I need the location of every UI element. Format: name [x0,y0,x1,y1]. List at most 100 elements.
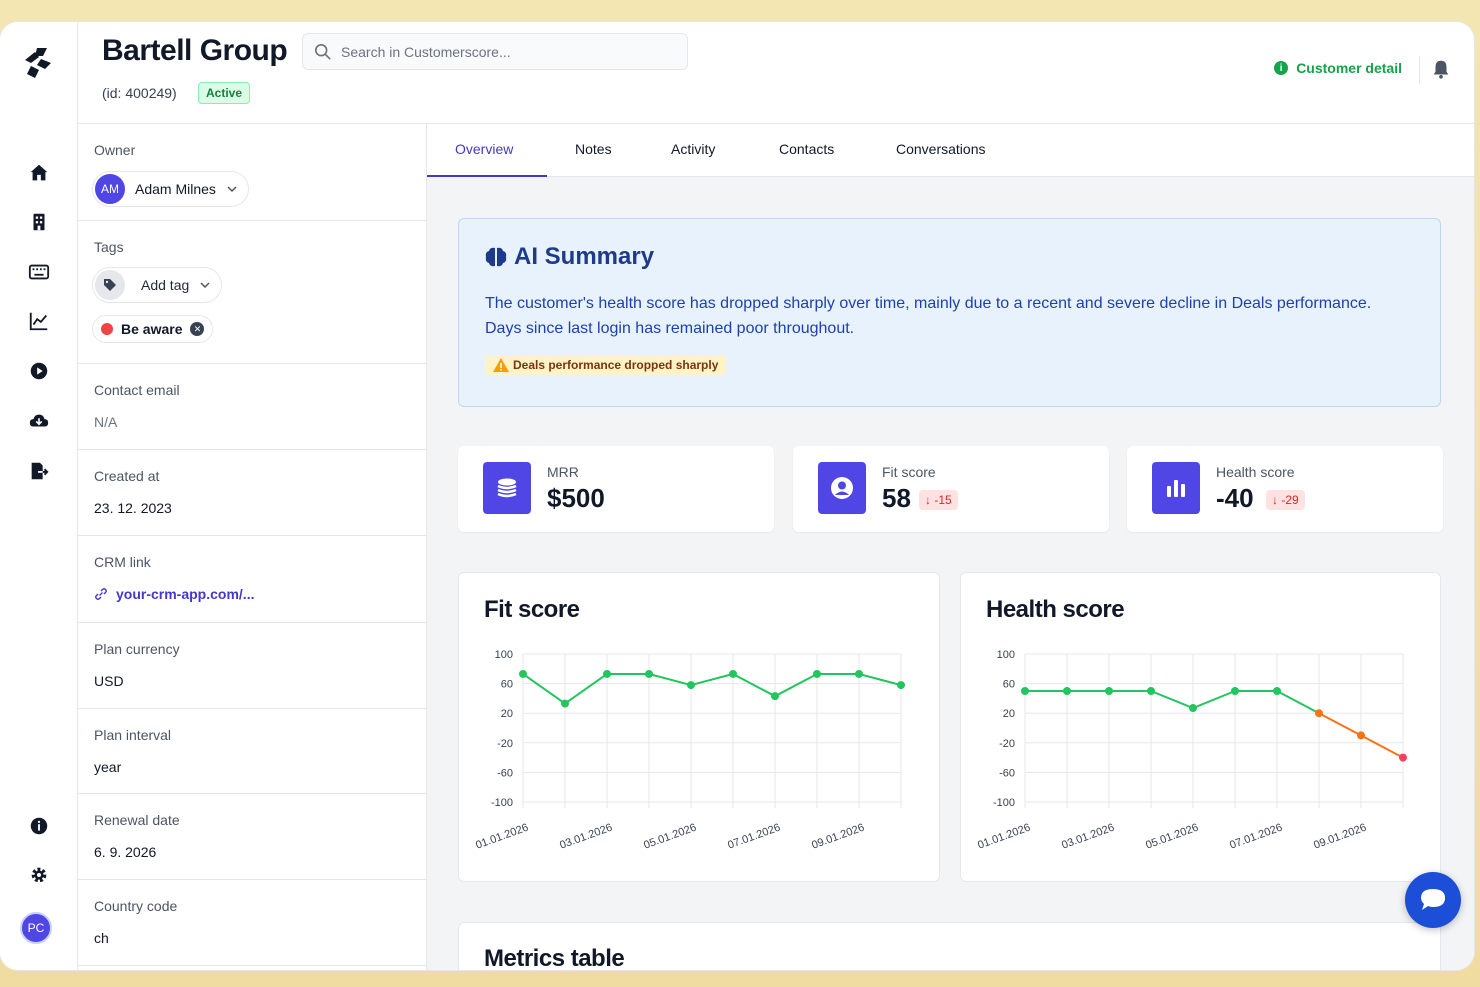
tab-activity[interactable]: Activity [671,141,716,157]
data-point[interactable] [1231,687,1239,695]
data-point[interactable] [1315,709,1323,718]
main-content: Overview Notes Activity Contacts Convers… [427,124,1474,970]
created-at-section: Created at 23. 12. 2023 [78,450,426,536]
data-point[interactable] [1357,731,1365,740]
page-title: Bartell Group [102,34,288,67]
data-point[interactable] [855,669,863,678]
data-point[interactable] [813,669,821,678]
gear-icon [31,867,47,883]
chart-title: Health score [986,596,1125,623]
nav-export[interactable] [0,456,78,486]
remove-tag-icon[interactable]: ✕ [190,322,205,336]
warning-text: Deals performance dropped sharply [513,358,719,372]
series-line-segment [690,673,734,687]
x-tick-label: 09.01.2026 [1312,822,1368,852]
add-tag-select[interactable]: Add tag [92,267,223,303]
y-tick-label: -60 [999,767,1015,779]
warning-icon [493,358,509,372]
data-point[interactable] [897,681,905,690]
x-tick-label: 03.01.2026 [558,822,614,852]
data-point[interactable] [1063,687,1071,695]
y-tick-label: 100 [997,649,1015,661]
data-point[interactable] [1105,687,1113,695]
data-point[interactable] [1189,704,1197,713]
tags-section: Tags Add tag Be aware ✕ [78,221,426,364]
tab-conversations[interactable]: Conversations [896,141,986,157]
plan-currency-section: Plan currency USD [78,623,426,709]
plan-interval-label: Plan interval [94,727,172,743]
crm-link[interactable]: your-crm-app.com/... [94,586,254,602]
kpi-delta: ↓ -15 [919,490,958,510]
bell-icon[interactable] [1430,58,1452,80]
y-tick-label: -60 [497,767,513,779]
ai-summary-card: AI Summary The customer's health score h… [458,218,1441,407]
plan-currency-label: Plan currency [94,641,180,657]
header-divider [1419,56,1420,84]
data-point[interactable] [1399,753,1407,762]
nav-settings[interactable] [0,860,78,890]
data-point[interactable] [519,669,527,678]
data-point[interactable] [687,681,695,690]
user-avatar[interactable]: PC [20,912,52,944]
data-point[interactable] [1021,687,1029,695]
search-box[interactable] [302,33,688,70]
data-point[interactable] [603,669,611,678]
tag-be-aware[interactable]: Be aware ✕ [92,315,214,343]
renewal-date-label: Renewal date [94,812,180,828]
info-icon [30,817,48,835]
nav-analytics[interactable] [0,306,78,336]
data-point[interactable] [645,669,653,678]
renewal-date-value: 6. 9. 2026 [94,844,157,860]
chevron-down-icon [227,186,237,193]
user-circle-icon [818,462,866,514]
x-tick-label: 01.01.2026 [976,822,1032,852]
metrics-table-title: Metrics table [484,945,625,970]
country-code-section: Country code ch [78,880,426,966]
bar-chart-icon [1152,462,1200,514]
created-at-value: 23. 12. 2023 [94,500,172,516]
y-tick-label: 60 [501,679,513,691]
tags-label: Tags [94,239,124,255]
nav-keyboard[interactable] [0,257,78,287]
data-point[interactable] [1273,687,1281,695]
series-line-segment [1276,690,1320,715]
series-line-segment [564,673,608,705]
data-point[interactable] [771,692,779,701]
chevron-down-icon [200,282,210,289]
nav-info[interactable] [0,811,78,841]
data-point[interactable] [1147,687,1155,695]
tab-notes[interactable]: Notes [575,141,612,157]
crm-link-section: CRM link your-crm-app.com/... [78,536,426,623]
x-tick-label: 09.01.2026 [810,822,866,852]
series-line-segment [1360,734,1404,759]
nav-download[interactable] [0,406,78,436]
contact-email-value: N/A [94,414,118,430]
kpi-health-score: Health score -40 ↓ -29 [1127,446,1443,532]
kpi-label: Health score [1216,464,1295,480]
nav-play[interactable] [0,356,78,386]
y-tick-label: -20 [999,738,1015,750]
series-line-segment [732,673,776,698]
series-line-segment [522,673,566,705]
data-point[interactable] [561,699,569,708]
nav-home[interactable] [0,158,78,188]
kpi-fit-score: Fit score 58 ↓ -15 [793,446,1109,532]
active-tab-indicator [427,175,547,177]
ai-summary-heading: AI Summary [484,243,654,271]
nav-companies[interactable] [0,207,78,237]
owner-select[interactable]: AM Adam Milnes [92,171,249,207]
customer-detail-link[interactable]: i Customer detail [1274,60,1402,76]
tab-overview[interactable]: Overview [455,141,514,157]
owner-label: Owner [94,142,136,158]
tag-icon [95,270,125,300]
tab-contacts[interactable]: Contacts [779,141,835,157]
chat-button[interactable] [1405,872,1461,928]
info-dot-icon: i [1274,61,1289,75]
kpi-value: $500 [547,483,605,513]
app-logo-icon[interactable] [21,44,55,80]
y-tick-label: -20 [497,738,513,750]
crm-link-text: your-crm-app.com/... [116,586,255,602]
created-at-label: Created at [94,468,160,484]
search-input[interactable] [341,43,687,60]
data-point[interactable] [729,669,737,678]
